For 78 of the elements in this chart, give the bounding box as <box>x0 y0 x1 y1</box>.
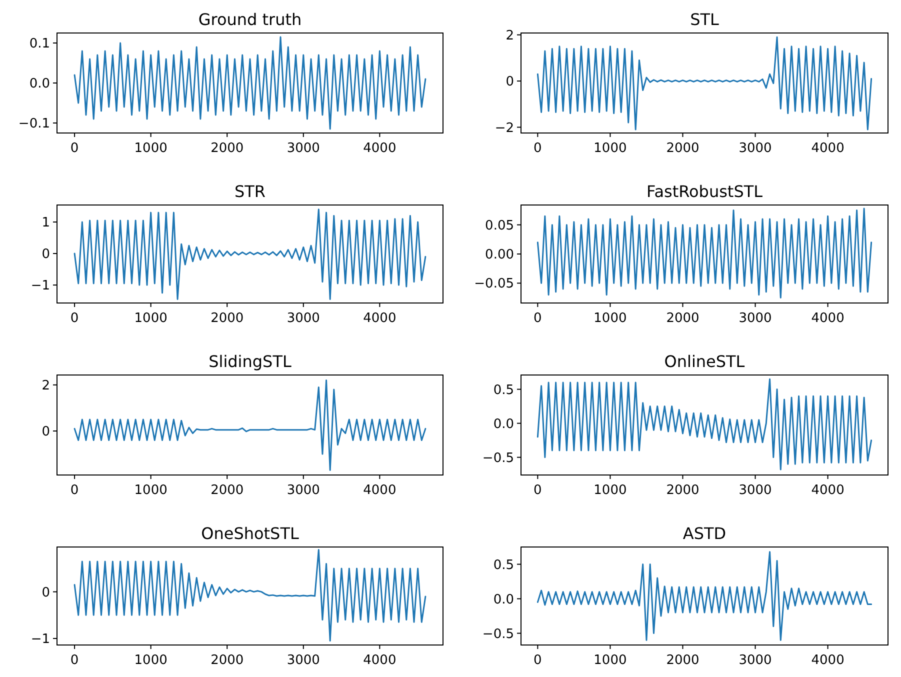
x-tick-label: 3000 <box>738 483 772 498</box>
chart-title: STL <box>690 10 720 29</box>
line-series <box>536 208 872 298</box>
y-tick-label: 2 <box>506 28 514 44</box>
chart-title: SlidingSTL <box>208 352 292 371</box>
x-tick-label: 1000 <box>594 311 627 326</box>
y-tick-label: 0.0 <box>29 76 50 92</box>
y-tick-label: 0.05 <box>485 218 514 234</box>
x-tick-label: 2000 <box>666 311 700 326</box>
y-tick-label: −0.5 <box>482 626 514 642</box>
x-tick-label: 3000 <box>738 141 772 156</box>
chart-title: Ground truth <box>198 10 302 29</box>
y-tick-label: −1 <box>30 632 50 648</box>
x-tick-label: 3000 <box>286 141 320 156</box>
chart-title: OneShotSTL <box>201 524 299 543</box>
y-tick-label: 0.00 <box>485 248 514 263</box>
y-tick-label: 0 <box>506 74 514 90</box>
y-tick-label: 0.0 <box>493 592 514 608</box>
y-tick-label: 0.1 <box>29 36 50 52</box>
line-series <box>536 378 872 470</box>
x-tick-label: 4000 <box>811 483 844 498</box>
x-tick-label: 3000 <box>286 311 320 326</box>
x-tick-label: 3000 <box>286 653 320 668</box>
x-tick-label: 2000 <box>666 653 700 668</box>
x-tick-label: 3000 <box>738 653 772 668</box>
x-tick-label: 3000 <box>738 311 772 326</box>
chart-title: STR <box>234 182 266 201</box>
x-tick-label: 4000 <box>363 653 396 668</box>
x-tick-label: 4000 <box>363 141 396 156</box>
y-tick-label: −2 <box>494 120 514 136</box>
x-tick-label: 0 <box>70 141 79 156</box>
x-tick-label: 1000 <box>594 653 627 668</box>
y-tick-label: 0 <box>42 585 50 600</box>
y-tick-label: −0.05 <box>474 276 514 292</box>
x-tick-label: 4000 <box>363 483 396 498</box>
y-tick-label: 0.5 <box>493 382 514 398</box>
x-tick-label: 4000 <box>811 141 844 156</box>
chart-title: ASTD <box>682 524 726 543</box>
x-tick-label: 2000 <box>210 483 244 498</box>
x-tick-label: 4000 <box>811 653 844 668</box>
y-tick-label: −0.1 <box>18 116 50 132</box>
y-tick-label: 1 <box>42 216 50 231</box>
line-series <box>536 36 872 130</box>
x-tick-label: 2000 <box>666 483 700 498</box>
x-tick-label: 0 <box>534 141 542 156</box>
x-tick-label: 2000 <box>210 653 244 668</box>
x-tick-label: 2000 <box>666 141 700 156</box>
y-tick-label: 0.0 <box>493 416 514 432</box>
chart-title: FastRobustSTL <box>646 182 763 201</box>
x-tick-label: 2000 <box>210 311 244 326</box>
x-tick-label: 0 <box>534 483 542 498</box>
y-tick-label: 0 <box>42 424 50 440</box>
line-series <box>74 549 426 642</box>
x-tick-label: 1000 <box>134 483 168 498</box>
y-tick-label: 0 <box>42 247 50 262</box>
y-tick-label: 2 <box>42 378 50 394</box>
x-tick-label: 0 <box>70 483 79 498</box>
line-series <box>536 551 872 641</box>
line-series <box>74 380 426 471</box>
x-tick-label: 0 <box>70 311 79 326</box>
x-tick-label: 4000 <box>363 311 396 326</box>
y-tick-label: 0.5 <box>493 558 514 573</box>
x-tick-label: 2000 <box>210 141 244 156</box>
x-tick-label: 4000 <box>811 311 844 326</box>
x-tick-label: 0 <box>534 653 542 668</box>
x-tick-label: 0 <box>534 311 542 326</box>
y-tick-label: −0.5 <box>482 450 514 466</box>
x-tick-label: 1000 <box>134 311 168 326</box>
line-series <box>74 208 426 300</box>
line-series <box>74 36 426 130</box>
x-tick-label: 0 <box>70 653 79 668</box>
chart-title: OnlineSTL <box>664 352 745 371</box>
x-tick-label: 1000 <box>134 653 168 668</box>
x-tick-label: 1000 <box>594 141 627 156</box>
x-tick-label: 3000 <box>286 483 320 498</box>
y-tick-label: −1 <box>30 278 50 294</box>
x-tick-label: 1000 <box>594 483 627 498</box>
x-tick-label: 1000 <box>134 141 168 156</box>
